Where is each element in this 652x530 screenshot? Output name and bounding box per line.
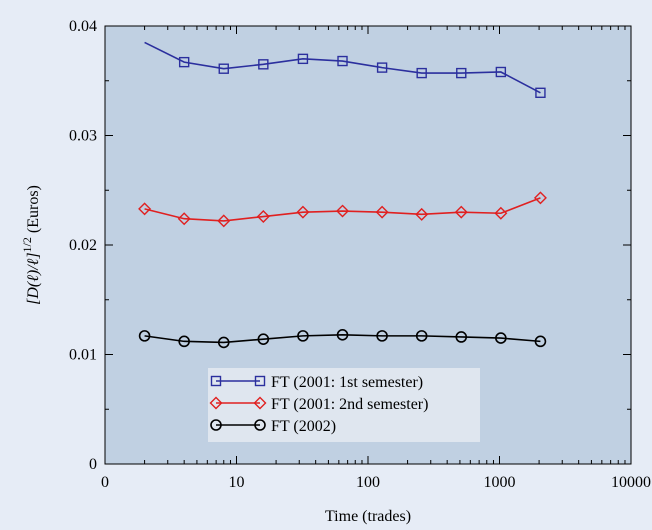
series-2-point <box>177 212 191 226</box>
y-axis-title: [D(ℓ)/ℓ]1/2 (Euros) <box>20 185 42 305</box>
series-3-line <box>144 333 541 344</box>
series-3-point <box>217 336 230 349</box>
legend-marker <box>253 396 267 410</box>
x-axis: 0 10 100 1000 10000 <box>101 26 651 491</box>
series-2-point <box>217 214 231 228</box>
series-2-point <box>256 210 270 224</box>
series-2-point <box>138 202 152 216</box>
legend-marker <box>254 375 266 387</box>
series-1 <box>144 41 546 98</box>
legend: FT (2001: 1st semester) FT (2001: 2nd sem… <box>208 368 480 442</box>
series-3 <box>138 328 547 349</box>
series-2-point <box>296 205 310 219</box>
series-3-point <box>495 332 507 344</box>
y-axis-title-exponent: 1/2 <box>20 237 34 252</box>
series-1-point <box>416 67 427 79</box>
y-axis-title-unit: (Euros) <box>25 185 42 237</box>
series-1-line <box>144 41 541 94</box>
series-2-point <box>415 207 429 221</box>
series-2-line <box>144 197 541 222</box>
series-3-point <box>257 333 270 345</box>
series-2-point <box>533 191 547 205</box>
x-tick-label: 10000 <box>611 474 651 491</box>
y-axis: 0 0.01 0.02 0.03 0.04 <box>69 18 631 473</box>
series-1-point <box>218 63 229 74</box>
series-3-point <box>138 330 151 342</box>
series-2-point <box>494 206 508 220</box>
x-tick-label: 10 <box>229 474 245 491</box>
y-tick-label: 0.01 <box>69 347 97 364</box>
legend-label: FT (2002) <box>271 418 336 435</box>
series-1-point <box>535 87 546 98</box>
series-3-point <box>455 331 468 343</box>
legend-marker <box>210 419 222 431</box>
series-3-point <box>297 330 309 342</box>
series-1-point <box>337 55 348 67</box>
legend-label: FT (2001: 2nd semester) <box>271 396 428 413</box>
series-1-point <box>495 66 507 78</box>
series-3-point <box>415 330 428 342</box>
series-1-point <box>456 67 467 79</box>
x-tick-label: 100 <box>356 474 380 491</box>
series-1-point <box>258 59 269 70</box>
legend-marker <box>254 419 266 431</box>
series-3-point <box>376 330 388 342</box>
x-tick-label: 0 <box>101 474 109 491</box>
legend-marker <box>209 396 223 410</box>
series-1-point <box>297 53 309 65</box>
series-2-point <box>336 204 350 218</box>
series-2-point <box>375 205 389 219</box>
x-axis-title: Time (trades) <box>325 508 411 525</box>
y-axis-title-main: [D(ℓ)/ℓ] <box>25 252 42 304</box>
series-2 <box>138 191 547 228</box>
series-1-point <box>178 56 190 68</box>
x-tick-label: 1000 <box>484 474 516 491</box>
series-3-point <box>178 335 190 348</box>
y-tick-label: 0.03 <box>69 128 97 145</box>
legend-label: FT (2001: 1st semester) <box>271 374 423 391</box>
series-1-point <box>376 62 388 73</box>
series-3-point <box>336 328 349 341</box>
y-tick-label: 0.02 <box>69 237 97 254</box>
legend-marker <box>210 375 222 387</box>
y-tick-label: 0 <box>89 456 97 473</box>
series-2-point <box>454 205 468 219</box>
series-3-point <box>534 335 547 348</box>
series-layer <box>138 41 547 349</box>
y-tick-label: 0.04 <box>69 18 97 35</box>
